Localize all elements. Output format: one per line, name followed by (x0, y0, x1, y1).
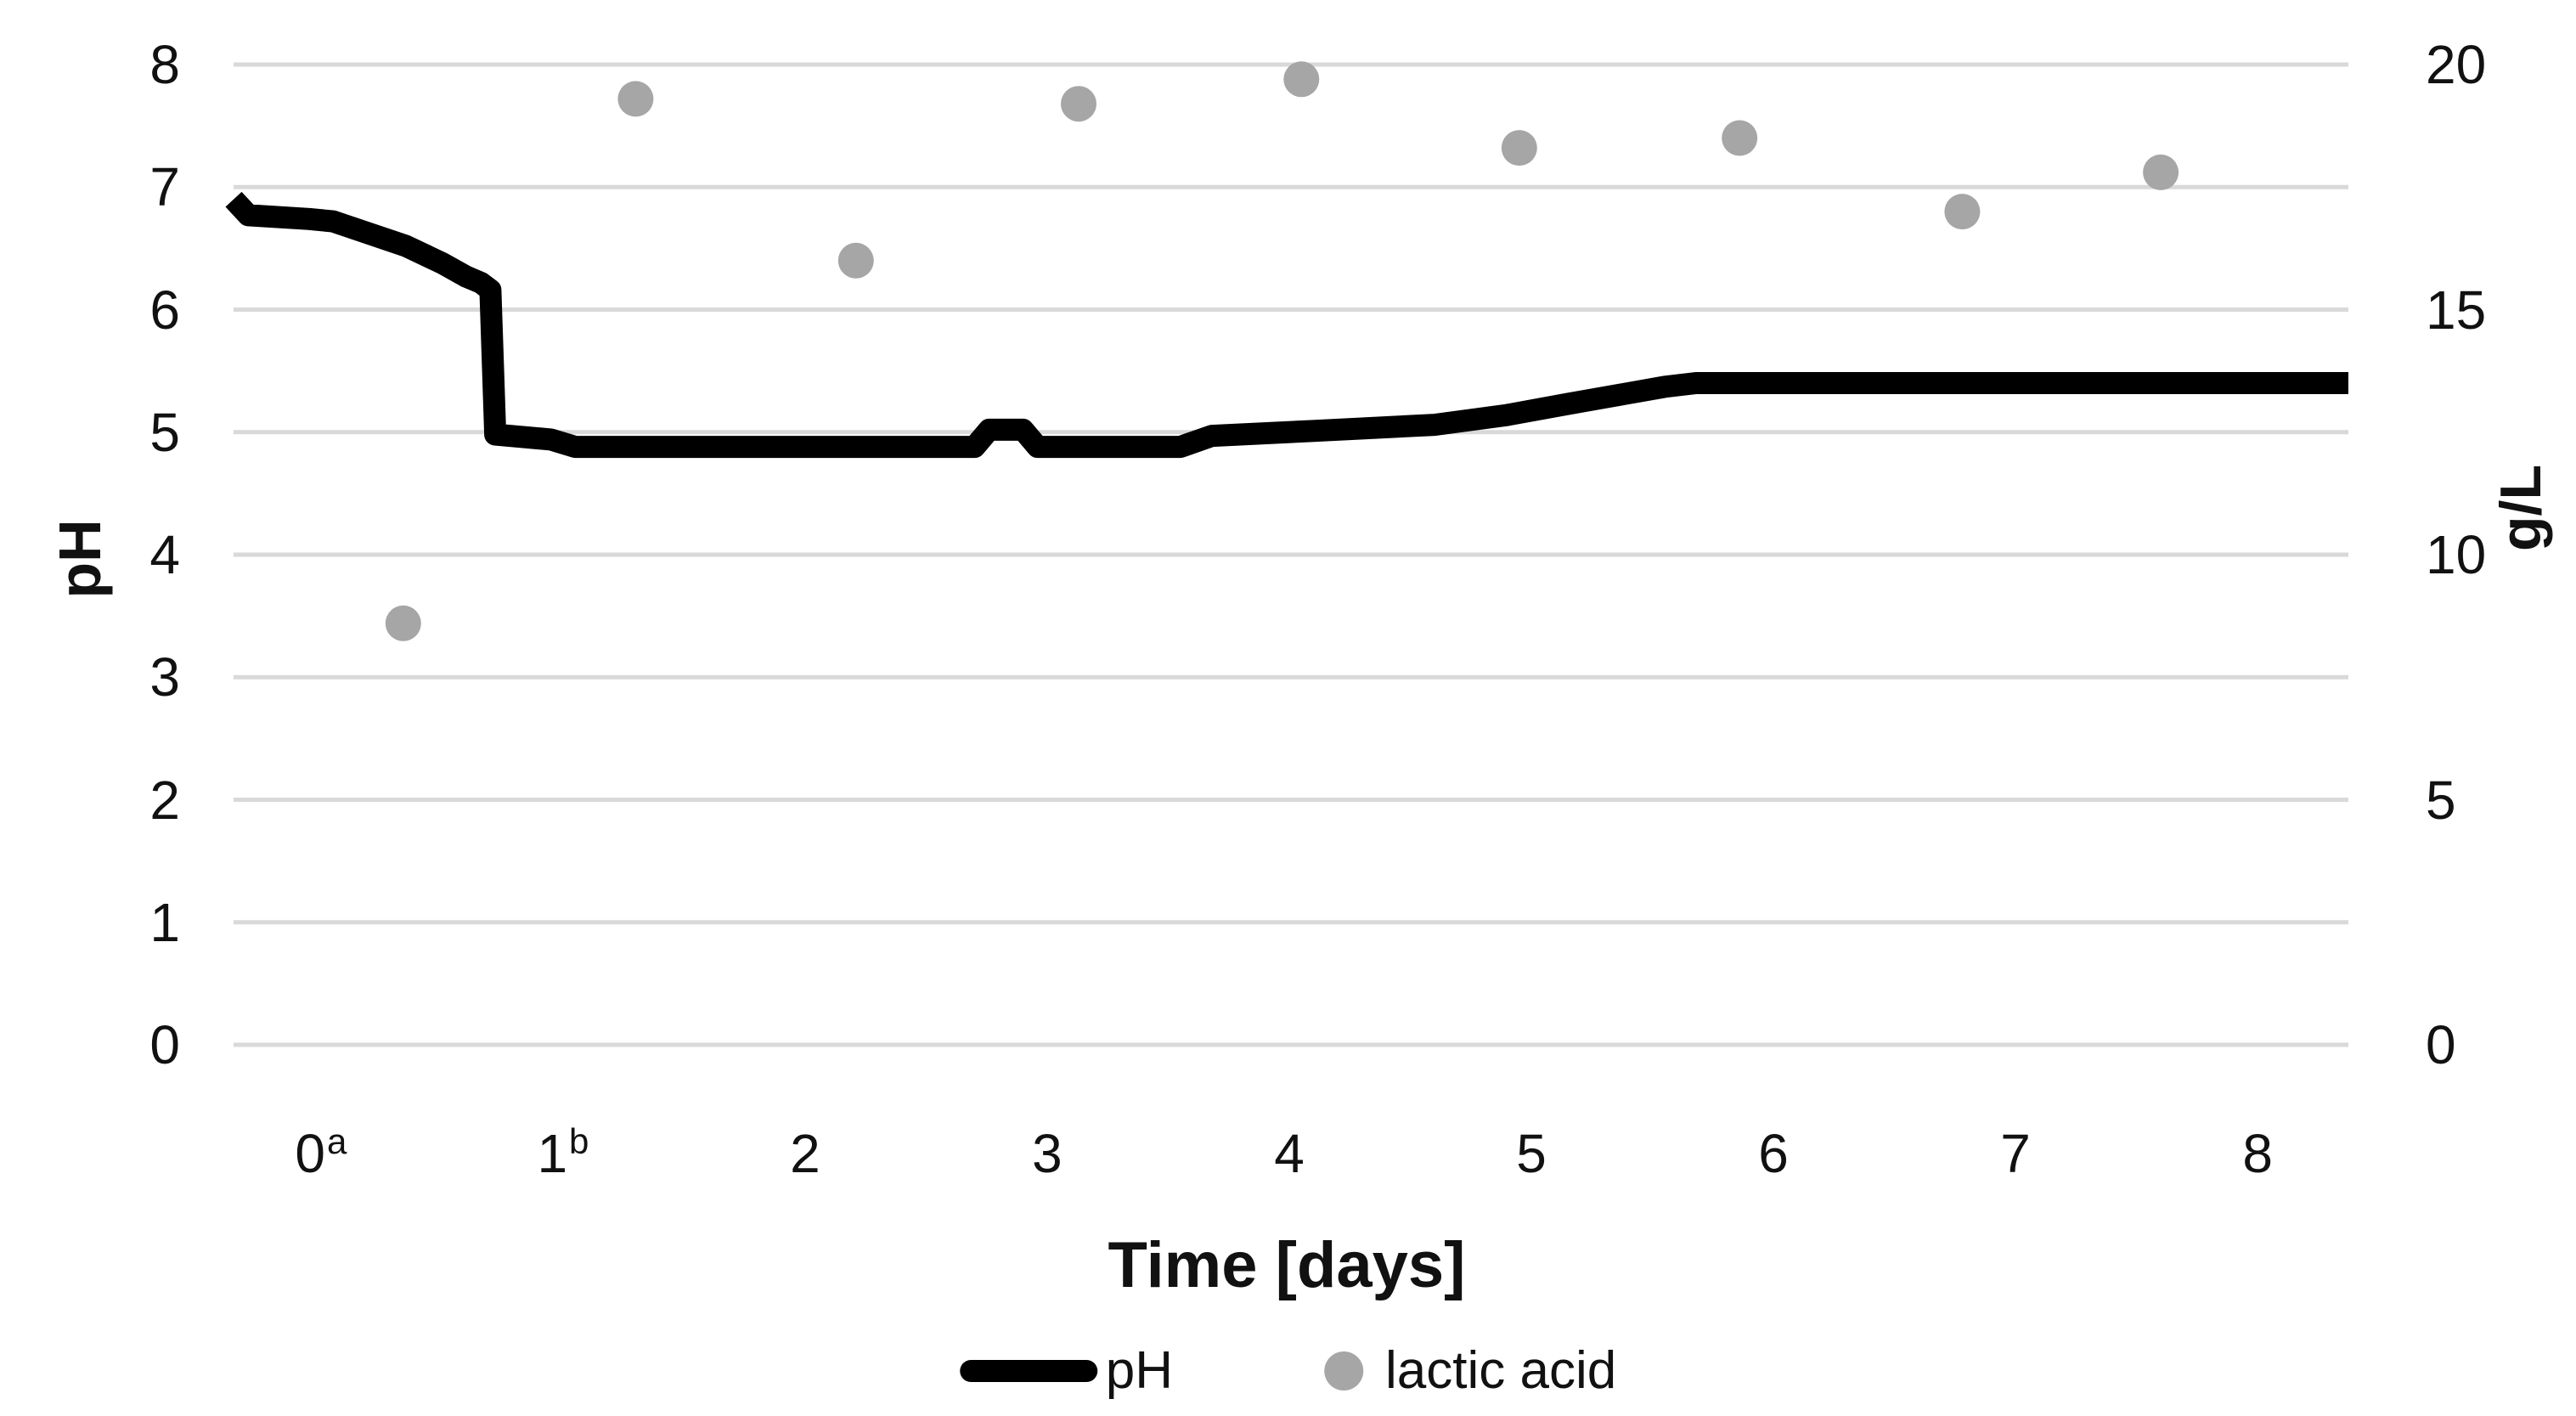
x-tick-superscript: a (327, 1121, 347, 1161)
scatter-point-lactic-acid-2 (837, 242, 874, 279)
y-left-tick-7: 7 (149, 156, 180, 218)
x-tick-value: 5 (1516, 1123, 1547, 1184)
x-tick-6: 6 (1705, 1121, 1841, 1186)
scatter-point-lactic-acid-8 (2143, 154, 2179, 190)
x-tick-1: 1b (495, 1121, 631, 1186)
scatter-point-lactic-acid-3 (1061, 86, 1096, 122)
y-right-tick-15: 15 (2426, 279, 2487, 341)
x-tick-3: 3 (979, 1121, 1115, 1186)
x-tick-value: 2 (790, 1123, 820, 1184)
legend-ph-label: pH (1105, 1341, 1174, 1400)
x-tick-7: 7 (1948, 1121, 2083, 1186)
legend-ph-line-swatch (959, 1360, 1097, 1382)
x-tick-value: 8 (2242, 1123, 2273, 1184)
y-right-tick-0: 0 (2426, 1014, 2456, 1075)
x-tick-0: 0a (253, 1121, 389, 1186)
x-tick-superscript: b (569, 1121, 589, 1161)
x-axis-title: Time [days] (1108, 1229, 1466, 1301)
scatter-point-lactic-acid-4 (1283, 61, 1320, 98)
y-right-tick-5: 5 (2426, 769, 2456, 831)
legend-lactic-dot-swatch (1324, 1351, 1364, 1391)
x-tick-value: 3 (1032, 1123, 1063, 1184)
x-tick-value: 6 (1758, 1123, 1789, 1184)
y-axis-title-right: g/L (2489, 465, 2553, 551)
scatter-point-lactic-acid-6 (1722, 120, 1758, 156)
y-left-tick-1: 1 (149, 891, 180, 953)
y-left-tick-6: 6 (149, 279, 180, 341)
y-axis-title-left: pH (47, 519, 113, 599)
y-left-tick-2: 2 (149, 769, 180, 831)
x-tick-4: 4 (1221, 1121, 1357, 1186)
y-right-tick-10: 10 (2426, 524, 2487, 585)
y-left-tick-3: 3 (149, 646, 180, 708)
series-line-pH (225, 191, 2348, 459)
y-left-tick-5: 5 (149, 401, 180, 463)
x-tick-value: 4 (1274, 1123, 1305, 1184)
scatter-point-lactic-acid-0 (385, 605, 421, 641)
y-left-tick-0: 0 (149, 1014, 180, 1075)
scatter-point-lactic-acid-7 (1944, 194, 1981, 230)
legend-lactic-label: lactic acid (1385, 1341, 1617, 1400)
x-tick-2: 2 (737, 1121, 873, 1186)
x-tick-value: 7 (2000, 1123, 2031, 1184)
legend: pH lactic acid (959, 1340, 1617, 1402)
scatter-point-lactic-acid-5 (1501, 130, 1537, 166)
x-tick-value: 0 (295, 1123, 325, 1184)
y-left-tick-8: 8 (149, 34, 180, 95)
y-right-tick-20: 20 (2426, 34, 2487, 95)
y-left-tick-4: 4 (149, 524, 180, 585)
x-tick-8: 8 (2190, 1121, 2325, 1186)
x-tick-5: 5 (1463, 1121, 1599, 1186)
x-tick-value: 1 (537, 1123, 568, 1184)
scatter-point-lactic-acid-1 (617, 81, 654, 117)
